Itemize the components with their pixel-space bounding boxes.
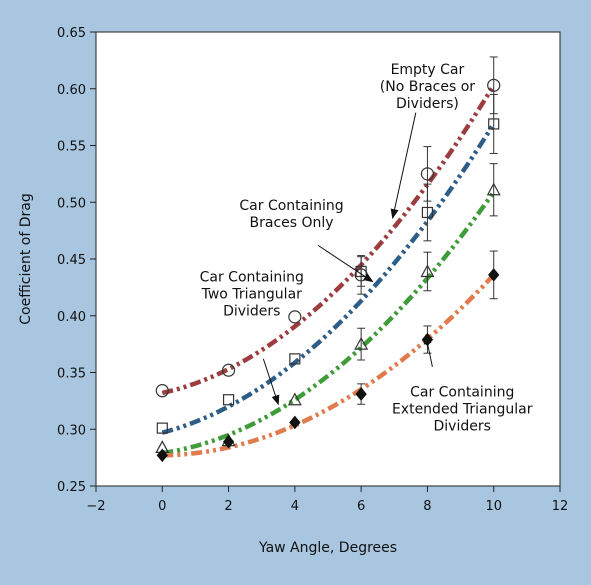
braces-only-point [289, 353, 301, 365]
annotation-arrow [262, 358, 280, 406]
empty-car-point [221, 363, 236, 377]
braces-only-point [488, 118, 500, 130]
y-tick-label: 0.40 [57, 310, 86, 325]
two-triangular-point [486, 182, 501, 196]
fit-curve-two-triangular [161, 190, 496, 456]
annotation-two-triangular-line: Car Containing [200, 270, 304, 286]
empty-car-point [420, 167, 435, 181]
empty-car-point [155, 384, 169, 398]
annotation-two-triangular-line: Dividers [223, 304, 280, 320]
two-triangular-point [354, 336, 369, 350]
extended-triangular-point [156, 448, 168, 463]
annotation-empty-car-line: (No Braces or [380, 79, 476, 95]
x-tick-label: 0 [158, 499, 166, 514]
annotation-empty-car-line: Empty Car [391, 62, 465, 78]
x-tick-label: 10 [485, 499, 502, 514]
x-tick-label: 4 [291, 499, 299, 514]
annotation-extended-triangular-line: Dividers [434, 418, 491, 434]
annotation-braces-only-line: Car Containing [239, 198, 343, 214]
braces-only-point [421, 206, 434, 219]
annotation-two-triangular-line: Two Triangular [201, 287, 303, 303]
braces-only-point [156, 422, 168, 434]
annotation-braces-only: Car Containing Braces Only [239, 198, 343, 231]
y-tick-label: 0.25 [57, 480, 86, 495]
y-tick-label: 0.50 [57, 196, 86, 211]
y-tick-label: 0.30 [57, 423, 86, 438]
annotation-arrow [317, 244, 374, 283]
fit-curve-empty-car [161, 84, 496, 396]
extended-triangular-point [355, 387, 367, 401]
plot-background [96, 32, 560, 486]
y-tick-label: 0.65 [57, 26, 86, 41]
x-tick-label: −2 [86, 499, 105, 514]
extended-triangular-point [222, 434, 235, 449]
braces-only-point [222, 394, 235, 406]
x-tick-label: 12 [552, 499, 569, 514]
annotation-braces-only-line: Braces Only [250, 215, 334, 231]
fit-curve-braces-only [161, 122, 496, 435]
annotation-empty-car-line: Dividers) [396, 96, 459, 112]
y-tick-label: 0.55 [57, 140, 86, 155]
two-triangular-point [287, 392, 302, 406]
plot-frame [95, 31, 561, 487]
annotation-extended-triangular-line: Car Containing [410, 384, 514, 400]
annotation-extended-triangular-line: Extended Triangular [392, 401, 533, 417]
x-axis-label: Yaw Angle, Degrees [258, 540, 397, 556]
x-tick-label: 8 [423, 499, 431, 514]
x-tick-label: 2 [224, 499, 232, 514]
extended-triangular-point [488, 268, 500, 282]
annotation-extended-triangular: Car Containing Extended Triangular Divider… [392, 384, 533, 434]
extended-triangular-point [289, 415, 301, 430]
annotation-empty-car: Empty Car (No Braces or Dividers) [380, 62, 476, 112]
y-axis-label: Coefficient of Drag [18, 193, 34, 324]
annotation-arrow [423, 334, 433, 367]
two-triangular-point [420, 264, 435, 278]
y-tick-label: 0.35 [57, 367, 86, 382]
annotation-two-triangular: Car Containing Two Triangular Dividers [200, 270, 304, 320]
annotation-arrow [390, 112, 417, 220]
empty-car-point [487, 78, 501, 92]
empty-car-point [288, 310, 302, 324]
x-tick-label: 6 [357, 499, 365, 514]
y-tick-label: 0.45 [57, 253, 86, 268]
y-tick-label: 0.60 [57, 83, 86, 98]
braces-only-point [355, 265, 367, 278]
